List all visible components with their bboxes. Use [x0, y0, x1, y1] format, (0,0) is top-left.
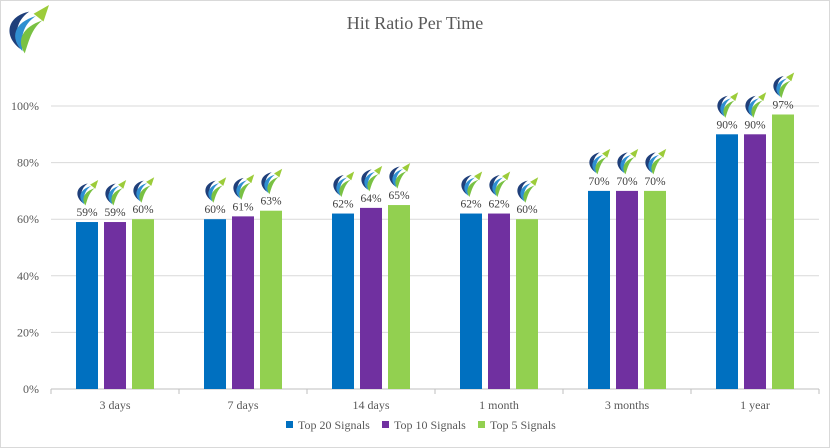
- swoosh-arrow-icon: [233, 174, 255, 200]
- legend-label: Top 5 Signals: [490, 418, 556, 432]
- bars-layer: [76, 114, 794, 390]
- x-category-label: 3 days: [100, 398, 131, 412]
- swoosh-arrow-icon: [133, 177, 155, 203]
- x-category-label: 7 days: [228, 398, 259, 412]
- value-label: 64%: [360, 193, 382, 205]
- y-tick-label: 20%: [17, 325, 39, 339]
- bar-1-3: [488, 213, 510, 389]
- value-label: 61%: [232, 201, 254, 213]
- bar-0-3: [460, 213, 482, 389]
- bar-2-5: [772, 114, 794, 390]
- chart-title: Hit Ratio Per Time: [347, 13, 484, 33]
- bar-0-2: [332, 213, 354, 389]
- legend-label: Top 10 Signals: [394, 418, 466, 432]
- value-labels-layer: 59% 59% 60% 60% 61% 63% 62% 64% 65% 62% 62% 60% 70% 7…: [76, 99, 794, 219]
- legend-swatch: [478, 421, 485, 428]
- value-label: 70%: [588, 176, 610, 188]
- bar-1-5: [744, 134, 766, 389]
- swoosh-arrow-icon: [261, 168, 283, 195]
- grid-lines: [51, 105, 819, 390]
- legend-label: Top 20 Signals: [298, 418, 370, 432]
- bar-2-3: [516, 219, 538, 389]
- axis-layer: 0% 20% 40% 60% 80% 100% 3 days 7 days 14 days 1 m…: [11, 99, 820, 412]
- bar-0-1: [204, 219, 226, 389]
- y-tick-label: 80%: [17, 156, 39, 170]
- bar-0-5: [716, 134, 738, 389]
- bar-1-2: [360, 207, 382, 389]
- x-category-label: 14 days: [353, 398, 390, 412]
- bar-2-0: [132, 219, 154, 389]
- value-label: 60%: [132, 204, 154, 216]
- legend: Top 20 Signals Top 10 Signals Top 5 Signal…: [286, 418, 556, 432]
- swoosh-arrow-icon: [717, 92, 739, 118]
- swoosh-arrow-icon: [517, 177, 539, 203]
- y-tick-label: 40%: [17, 269, 39, 283]
- bar-1-0: [104, 222, 126, 389]
- swoosh-arrow-icon: [617, 148, 639, 175]
- swoosh-arrow-icon: [333, 171, 355, 198]
- value-label: 90%: [744, 119, 766, 131]
- bar-0-0: [76, 222, 98, 389]
- value-label: 60%: [204, 204, 226, 216]
- value-label: 62%: [332, 199, 354, 211]
- bar-2-2: [388, 205, 410, 389]
- bar-1-1: [232, 216, 254, 389]
- value-label: 62%: [488, 199, 510, 211]
- logo-icon: [9, 5, 49, 54]
- swoosh-arrow-icon: [489, 171, 511, 198]
- swoosh-arrow-icon: [589, 148, 611, 175]
- value-label: 60%: [516, 204, 538, 216]
- bar-2-4: [644, 190, 666, 389]
- bar-icons-layer: [77, 72, 795, 206]
- swoosh-arrow-icon: [361, 165, 383, 192]
- value-label: 97%: [772, 99, 794, 111]
- value-label: 59%: [76, 207, 98, 219]
- value-label: 70%: [616, 176, 638, 188]
- x-category-label: 3 months: [605, 398, 650, 412]
- swoosh-arrow-icon: [645, 148, 667, 175]
- legend-swatch: [382, 421, 389, 428]
- x-category-label: 1 month: [479, 398, 519, 412]
- swoosh-arrow-icon: [105, 180, 127, 206]
- swoosh-arrow-icon: [205, 177, 227, 203]
- swoosh-arrow-icon: [389, 163, 411, 189]
- swoosh-arrow-icon: [461, 171, 483, 198]
- value-label: 59%: [104, 207, 126, 219]
- y-tick-label: 0%: [23, 382, 39, 396]
- x-category-label: 1 year: [740, 398, 770, 412]
- bar-2-1: [260, 210, 282, 389]
- legend-swatch: [286, 421, 293, 428]
- swoosh-arrow-icon: [745, 92, 767, 118]
- bar-0-4: [588, 190, 610, 389]
- value-label: 70%: [644, 176, 666, 188]
- swoosh-arrow-icon: [77, 180, 99, 206]
- value-label: 90%: [716, 119, 738, 131]
- y-tick-label: 100%: [11, 99, 39, 113]
- bar-1-4: [616, 190, 638, 389]
- value-label: 65%: [388, 190, 410, 202]
- y-tick-label: 60%: [17, 212, 39, 226]
- value-label: 62%: [460, 199, 482, 211]
- swoosh-arrow-icon: [773, 72, 795, 99]
- value-label: 63%: [260, 196, 282, 208]
